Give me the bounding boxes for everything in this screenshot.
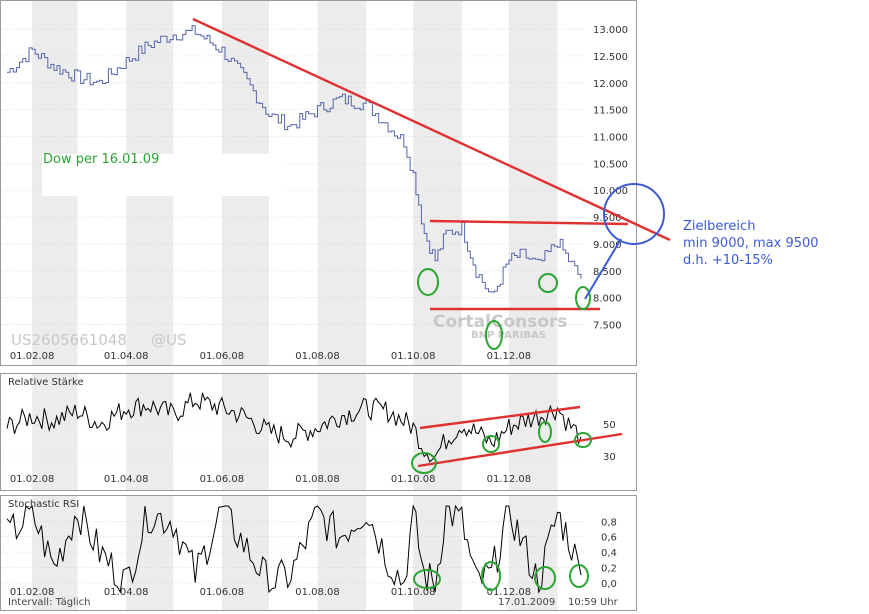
timestamp-time: 10:59 Uhr: [567, 597, 618, 608]
y-tick-label: 13.000: [593, 25, 628, 36]
x-tick-label: 01.02.08: [10, 351, 55, 362]
y-tick-label: 9.000: [593, 240, 622, 251]
stochastic-chart-svg: 0,8 0,6 0,4 0,2 0,0 01.02.08 01.04.08 01.06.08 0…: [1, 496, 617, 610]
x-tick-label: 01.12.08: [487, 587, 532, 598]
y-tick-label: 10.000: [593, 186, 628, 197]
y-tick-label: 12.500: [593, 52, 628, 63]
y-tick-label: 0,0: [601, 579, 617, 590]
y-tick-label: 30: [603, 452, 616, 463]
broker-watermark: CortalConsors: [433, 312, 568, 332]
x-tick-label: 01.08.08: [295, 587, 340, 598]
y-tick-label: 11.500: [593, 106, 628, 117]
x-tick-label: 01.06.08: [200, 587, 245, 598]
month-band: [221, 496, 269, 610]
month-band: [32, 374, 78, 490]
y-tick-label: 8.000: [593, 294, 622, 305]
x-tick-label: 01.10.08: [391, 351, 436, 362]
month-band: [317, 374, 367, 490]
rsi-chart-panel: 50 30 01.02.08 01.04.08 01.06.08 01.08.08 01.1…: [0, 373, 637, 491]
y-tick-label: 50: [603, 420, 616, 431]
y-tick-label: 9.500: [593, 213, 622, 224]
x-tick-label: 01.06.08: [200, 474, 245, 485]
chart-title: Dow per 16.01.09: [43, 152, 160, 167]
y-tick-label: 0,2: [601, 563, 617, 574]
timestamp: 17.01.2009 10:59 Uhr: [498, 597, 618, 608]
y-tick-label: 7.500: [593, 321, 622, 332]
month-band: [508, 1, 558, 365]
month-band: [508, 374, 558, 490]
stochastic-panel-title: Stochastic RSI: [8, 499, 80, 510]
target-annotation-line: min 9000, max 9500: [683, 236, 819, 251]
y-tick-label: 10.500: [593, 159, 628, 170]
month-band: [413, 1, 462, 365]
exchange-watermark: @US: [151, 331, 187, 349]
x-tick-label: 01.04.08: [104, 587, 149, 598]
month-band: [413, 374, 462, 490]
series-line: [6, 392, 582, 463]
month-band: [32, 496, 78, 610]
x-tick-label: 01.10.08: [391, 587, 436, 598]
y-tick-label: 0,6: [601, 533, 617, 544]
month-band: [317, 1, 367, 365]
month-band: [126, 496, 174, 610]
series-line: [6, 504, 582, 594]
x-tick-label: 01.04.08: [104, 351, 149, 362]
y-tick-label: 0,8: [601, 517, 617, 528]
rsi-panel-title: Relative Stärke: [8, 377, 84, 388]
x-tick-label: 01.04.08: [104, 474, 149, 485]
x-tick-label: 01.02.08: [10, 587, 55, 598]
target-annotation: Zielbereich min 9000, max 9500 d.h. +10-…: [683, 218, 819, 269]
stochastic-chart-panel: 0,8 0,6 0,4 0,2 0,0 01.02.08 01.04.08 01.06.08 0…: [0, 495, 637, 611]
isin-watermark: US2605661048: [11, 331, 127, 349]
target-annotation-line: Zielbereich: [683, 219, 756, 234]
y-tick-label: 11.000: [593, 133, 628, 144]
x-tick-label: 01.12.08: [487, 351, 532, 362]
y-tick-label: 8.500: [593, 267, 622, 278]
interval-label: Intervall: Täglich: [8, 597, 91, 608]
x-tick-label: 01.02.08: [10, 474, 55, 485]
month-band: [126, 374, 174, 490]
x-tick-label: 01.12.08: [487, 474, 532, 485]
month-band: [508, 496, 558, 610]
y-tick-label: 12.000: [593, 79, 628, 90]
month-band: [221, 374, 269, 490]
x-tick-label: 01.08.08: [295, 474, 340, 485]
target-annotation-line: d.h. +10-15%: [683, 253, 773, 268]
y-tick-label: 0,4: [601, 548, 617, 559]
x-tick-label: 01.10.08: [391, 474, 436, 485]
bank-watermark: BNP PARIBAS: [471, 330, 546, 341]
timestamp-date: 17.01.2009: [498, 597, 556, 608]
x-tick-label: 01.06.08: [200, 351, 245, 362]
rsi-chart-svg: 50 30 01.02.08 01.04.08 01.06.08 01.08.08 01.1…: [1, 374, 616, 490]
x-tick-label: 01.08.08: [295, 351, 340, 362]
month-band: [317, 496, 367, 610]
price-chart-panel: 13.000 12.500 12.000 11.500 11.000 10.500 10.0…: [0, 0, 637, 366]
